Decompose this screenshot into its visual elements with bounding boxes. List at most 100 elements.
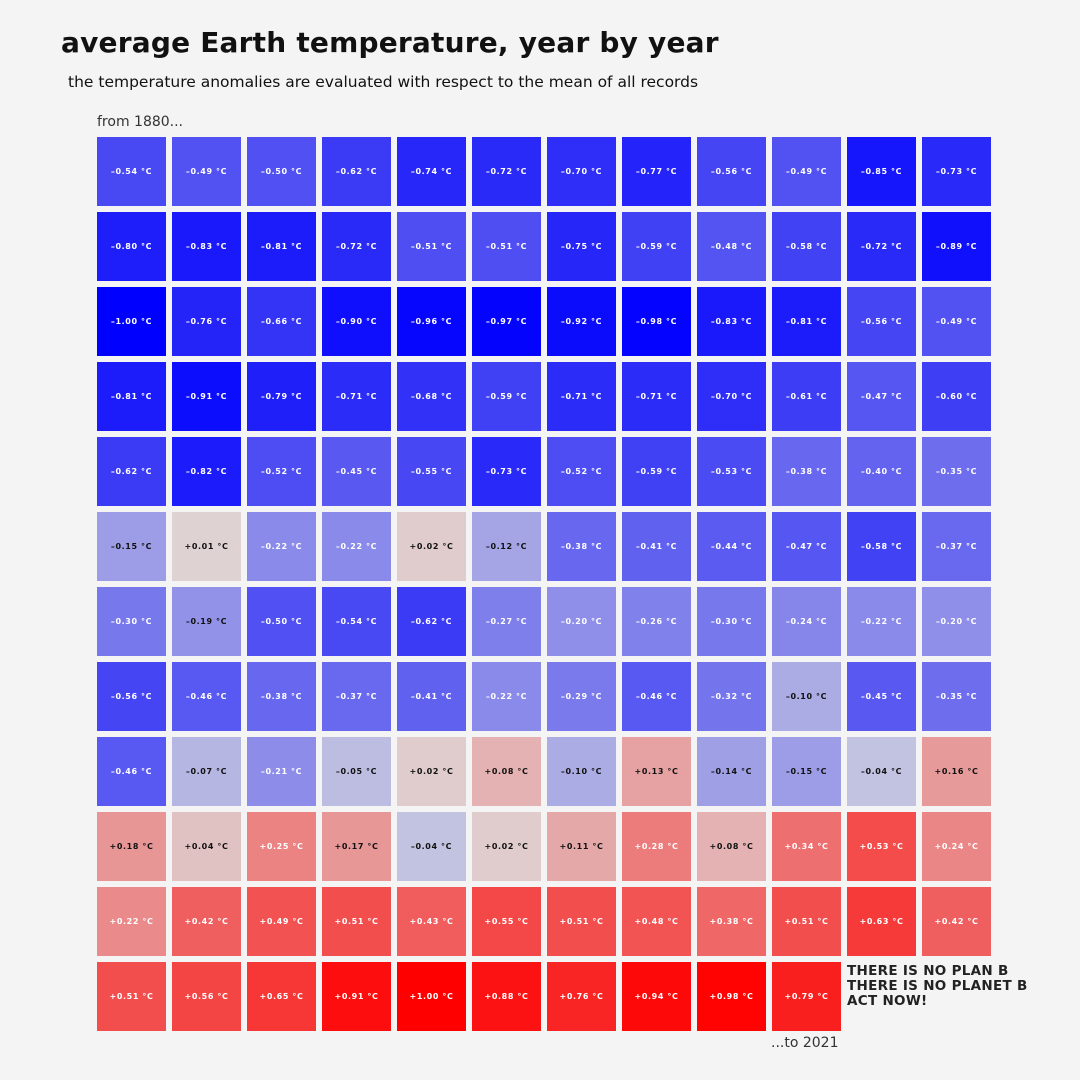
tile-value-label: –0.51 °C xyxy=(410,242,453,251)
tile-value-label: –0.72 °C xyxy=(860,242,903,251)
tile-value-label: –0.27 °C xyxy=(485,617,528,626)
tile-value-label: +0.11 °C xyxy=(559,842,604,851)
temperature-tile: –0.04 °C xyxy=(847,737,916,806)
tile-value-label: –0.59 °C xyxy=(635,242,678,251)
tile-value-label: –0.35 °C xyxy=(935,467,978,476)
tile-value-label: +0.94 °C xyxy=(634,992,679,1001)
temperature-tile: –0.26 °C xyxy=(622,587,691,656)
tile-value-label: +0.42 °C xyxy=(934,917,979,926)
tile-value-label: –0.44 °C xyxy=(710,542,753,551)
temperature-tile: –0.62 °C xyxy=(397,587,466,656)
temperature-tile: –0.82 °C xyxy=(172,437,241,506)
tile-value-label: –0.22 °C xyxy=(260,542,303,551)
tile-value-label: –0.56 °C xyxy=(110,692,153,701)
start-year-label: from 1880... xyxy=(97,114,184,130)
tile-value-label: –0.83 °C xyxy=(710,317,753,326)
tile-value-label: –0.38 °C xyxy=(560,542,603,551)
temperature-tile: –0.56 °C xyxy=(97,662,166,731)
temperature-tile: +0.51 °C xyxy=(97,962,166,1031)
temperature-tile: –0.76 °C xyxy=(172,287,241,356)
tile-value-label: +0.42 °C xyxy=(184,917,229,926)
tile-value-label: –0.52 °C xyxy=(560,467,603,476)
tile-value-label: –0.10 °C xyxy=(785,692,828,701)
temperature-tile: –0.80 °C xyxy=(97,212,166,281)
temperature-tile: –0.12 °C xyxy=(472,512,541,581)
temperature-tile: –0.07 °C xyxy=(172,737,241,806)
tile-value-label: +1.00 °C xyxy=(409,992,454,1001)
tile-value-label: +0.88 °C xyxy=(484,992,529,1001)
temperature-tile: +0.42 °C xyxy=(922,887,991,956)
tile-value-label: –0.04 °C xyxy=(860,767,903,776)
tile-value-label: –0.76 °C xyxy=(185,317,228,326)
tile-value-label: –0.74 °C xyxy=(410,167,453,176)
temperature-tile: +0.51 °C xyxy=(322,887,391,956)
tile-value-label: –0.22 °C xyxy=(860,617,903,626)
temperature-tile: –0.96 °C xyxy=(397,287,466,356)
tile-value-label: +0.17 °C xyxy=(334,842,379,851)
temperature-tile: –0.45 °C xyxy=(322,437,391,506)
temperature-tile: –0.51 °C xyxy=(472,212,541,281)
tile-value-label: –0.49 °C xyxy=(185,167,228,176)
temperature-tile: –0.83 °C xyxy=(697,287,766,356)
temperature-tile: –0.05 °C xyxy=(322,737,391,806)
temperature-tile: –0.15 °C xyxy=(97,512,166,581)
tile-value-label: –0.40 °C xyxy=(860,467,903,476)
temperature-tile: +0.98 °C xyxy=(697,962,766,1031)
temperature-tile: –0.49 °C xyxy=(172,137,241,206)
temperature-tile: –0.71 °C xyxy=(622,362,691,431)
temperature-tile: +0.56 °C xyxy=(172,962,241,1031)
tile-value-label: –0.20 °C xyxy=(935,617,978,626)
tile-value-label: –0.45 °C xyxy=(335,467,378,476)
temperature-tile: –0.98 °C xyxy=(622,287,691,356)
temperature-tile: –0.54 °C xyxy=(97,137,166,206)
temperature-tile: +0.13 °C xyxy=(622,737,691,806)
temperature-tile: –0.85 °C xyxy=(847,137,916,206)
temperature-tile: +0.11 °C xyxy=(547,812,616,881)
temperature-tile: +0.16 °C xyxy=(922,737,991,806)
temperature-tile: –0.79 °C xyxy=(247,362,316,431)
tile-value-label: –0.52 °C xyxy=(260,467,303,476)
temperature-tile: –0.59 °C xyxy=(622,212,691,281)
tile-value-label: –0.47 °C xyxy=(785,542,828,551)
tile-value-label: –0.48 °C xyxy=(710,242,753,251)
temperature-tile: –0.22 °C xyxy=(847,587,916,656)
temperature-tile: –0.38 °C xyxy=(547,512,616,581)
tile-value-label: –0.81 °C xyxy=(785,317,828,326)
tile-value-label: +0.79 °C xyxy=(784,992,829,1001)
temperature-tile: –0.68 °C xyxy=(397,362,466,431)
tile-value-label: –0.54 °C xyxy=(335,617,378,626)
tile-value-label: –0.53 °C xyxy=(710,467,753,476)
temperature-tile: –0.71 °C xyxy=(322,362,391,431)
temperature-tile: –0.58 °C xyxy=(772,212,841,281)
temperature-tile: –0.10 °C xyxy=(547,737,616,806)
temperature-tile: +0.88 °C xyxy=(472,962,541,1031)
temperature-tile: –0.32 °C xyxy=(697,662,766,731)
tile-value-label: –0.19 °C xyxy=(185,617,228,626)
tile-value-label: –0.14 °C xyxy=(710,767,753,776)
temperature-tile: –0.14 °C xyxy=(697,737,766,806)
temperature-tile: –0.49 °C xyxy=(772,137,841,206)
tile-value-label: –0.22 °C xyxy=(335,542,378,551)
tile-value-label: –0.26 °C xyxy=(635,617,678,626)
temperature-tile: –0.75 °C xyxy=(547,212,616,281)
temperature-tile: +0.48 °C xyxy=(622,887,691,956)
temperature-tile: +0.51 °C xyxy=(547,887,616,956)
tile-value-label: –0.54 °C xyxy=(110,167,153,176)
temperature-tile: –0.30 °C xyxy=(697,587,766,656)
temperature-tile: –0.62 °C xyxy=(322,137,391,206)
tile-value-label: –0.98 °C xyxy=(635,317,678,326)
temperature-tile: –0.46 °C xyxy=(172,662,241,731)
tile-value-label: –0.58 °C xyxy=(785,242,828,251)
temperature-tile: –0.37 °C xyxy=(322,662,391,731)
temperature-tile: –0.58 °C xyxy=(847,512,916,581)
tile-value-label: –0.60 °C xyxy=(935,392,978,401)
tile-value-label: +0.34 °C xyxy=(784,842,829,851)
tile-value-label: –0.47 °C xyxy=(860,392,903,401)
temperature-tile: –0.35 °C xyxy=(922,662,991,731)
temperature-tile: –0.83 °C xyxy=(172,212,241,281)
temperature-tile: –0.35 °C xyxy=(922,437,991,506)
tile-value-label: –0.07 °C xyxy=(185,767,228,776)
temperature-tile: –0.71 °C xyxy=(547,362,616,431)
tile-value-label: +0.91 °C xyxy=(334,992,379,1001)
temperature-tile: –0.04 °C xyxy=(397,812,466,881)
